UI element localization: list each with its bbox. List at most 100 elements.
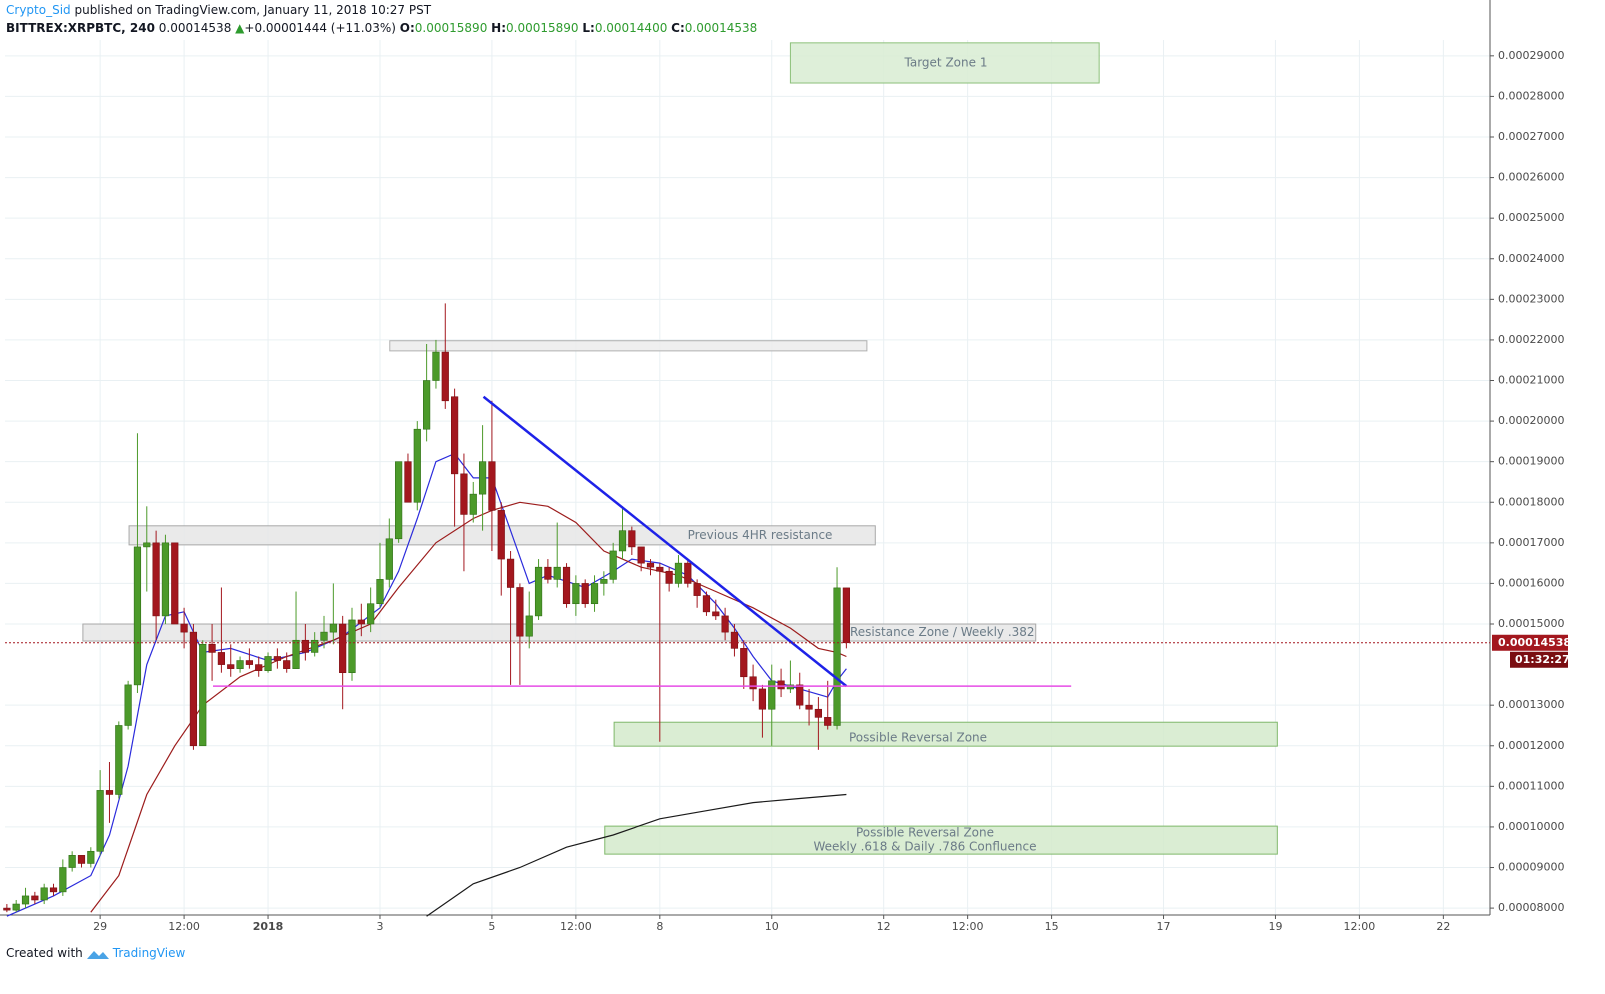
author[interactable]: Crypto_Sid [6, 3, 71, 17]
candle-body [740, 648, 748, 678]
y-tick-label: 0.00023000 [1498, 292, 1564, 305]
zone-label: Possible Reversal Zone [856, 826, 994, 840]
x-tick-label: 17 [1157, 920, 1171, 933]
l: 0.00014400 [594, 21, 668, 35]
candle-body [693, 583, 701, 596]
candle-body [357, 619, 365, 625]
x-tick-label: 5 [488, 920, 495, 933]
candle-body [199, 644, 207, 747]
candle-body [497, 510, 505, 560]
candle-body [749, 676, 757, 690]
candle-body [674, 562, 683, 584]
candle-body [105, 790, 114, 795]
last-price-box [1492, 634, 1568, 651]
candle-body [768, 680, 776, 710]
candle-body [40, 887, 48, 901]
candle-body [637, 546, 645, 564]
candle-body [236, 660, 244, 669]
candle-body [712, 611, 720, 617]
x-tick-label: 12:00 [952, 920, 984, 933]
candle-body [339, 623, 347, 674]
y-tick-label: 0.00029000 [1498, 49, 1564, 62]
candle-body [133, 546, 142, 686]
candle-body [646, 562, 655, 568]
countdown-box [1510, 651, 1568, 668]
moving-average [426, 793, 847, 917]
candle-body [264, 656, 272, 671]
c-label: C: [671, 21, 685, 35]
y-tick-label: 0.00026000 [1498, 171, 1564, 184]
y-tick-label: 0.00024000 [1498, 252, 1564, 265]
price: 0.00014538 [158, 21, 232, 35]
candle-body [600, 579, 608, 584]
y-tick-label: 0.00010000 [1498, 820, 1564, 833]
candle-body [628, 530, 636, 548]
zone-label: Weekly .618 & Daily .786 Confluence [813, 840, 1036, 854]
candle-body [329, 623, 337, 633]
candle-body [385, 538, 393, 580]
candle-body [348, 619, 356, 674]
arrow: ▲ [235, 21, 245, 35]
x-tick-label: 29 [93, 920, 107, 933]
countdown: 01:32:27 [1515, 653, 1570, 666]
candle-body [534, 566, 543, 617]
y-tick-label: 0.00020000 [1498, 414, 1564, 427]
o-label: O: [399, 21, 415, 35]
candle-body [432, 351, 440, 381]
candle-body [227, 664, 235, 669]
candle-body [208, 644, 216, 653]
trend-line [482, 395, 848, 688]
candle-body [572, 583, 580, 605]
zone-label: Resistance Zone / Weekly .382 [850, 625, 1035, 639]
candle-body [31, 895, 39, 901]
candle-body [423, 380, 431, 430]
candle-body [180, 623, 188, 633]
candle-body [544, 566, 552, 580]
zone-label: Possible Reversal Zone [849, 731, 987, 745]
x-tick-label: 12 [877, 920, 891, 933]
candle-body [581, 583, 589, 605]
candle-body [721, 615, 729, 633]
x-tick-label: 8 [656, 920, 663, 933]
last-price-label: 0.00014538 [1498, 636, 1571, 649]
candle-body [376, 579, 384, 605]
o: 0.00015890 [414, 21, 488, 35]
candle-body [478, 461, 487, 495]
candle-body [590, 583, 599, 605]
y-tick-label: 0.00012000 [1498, 739, 1564, 752]
footer: Created with TradingView [6, 946, 185, 960]
candle-body [413, 428, 421, 503]
candle-body [3, 907, 11, 911]
candle-body [805, 704, 813, 710]
candle-body [367, 603, 375, 625]
candle-body [469, 493, 477, 515]
y-tick-label: 0.00009000 [1498, 861, 1564, 874]
symbol: BITTREX:XRPBTC, 240 [6, 21, 155, 35]
candle-body [301, 639, 309, 653]
y-tick-label: 0.00016000 [1498, 576, 1564, 589]
candle-body [77, 855, 86, 864]
candle-body [833, 587, 841, 726]
zone-label: Previous 4HR resistance [688, 528, 833, 542]
candle-body [525, 615, 533, 637]
candle-body [217, 652, 226, 665]
candle-body [245, 660, 253, 665]
candle-body [87, 850, 95, 864]
zone [604, 825, 1278, 855]
y-tick-label: 0.00025000 [1498, 211, 1564, 224]
candle-body [618, 530, 627, 552]
x-tick-label: 15 [1045, 920, 1059, 933]
y-tick-label: 0.00019000 [1498, 455, 1564, 468]
candle-body [395, 461, 403, 540]
brand[interactable]: TradingView [112, 946, 186, 960]
header-line: Crypto_Sid published on TradingView.com,… [6, 3, 431, 17]
y-tick-label: 0.00022000 [1498, 333, 1564, 346]
candle-body [189, 631, 198, 747]
candle-body [516, 587, 524, 637]
y-tick-label: 0.00021000 [1498, 374, 1564, 387]
header-quote: BITTREX:XRPBTC, 240 0.00014538 ▲+0.00001… [6, 21, 757, 35]
candle-body [161, 542, 170, 617]
candle-body [283, 660, 291, 669]
x-tick-label: 12:00 [560, 920, 592, 933]
